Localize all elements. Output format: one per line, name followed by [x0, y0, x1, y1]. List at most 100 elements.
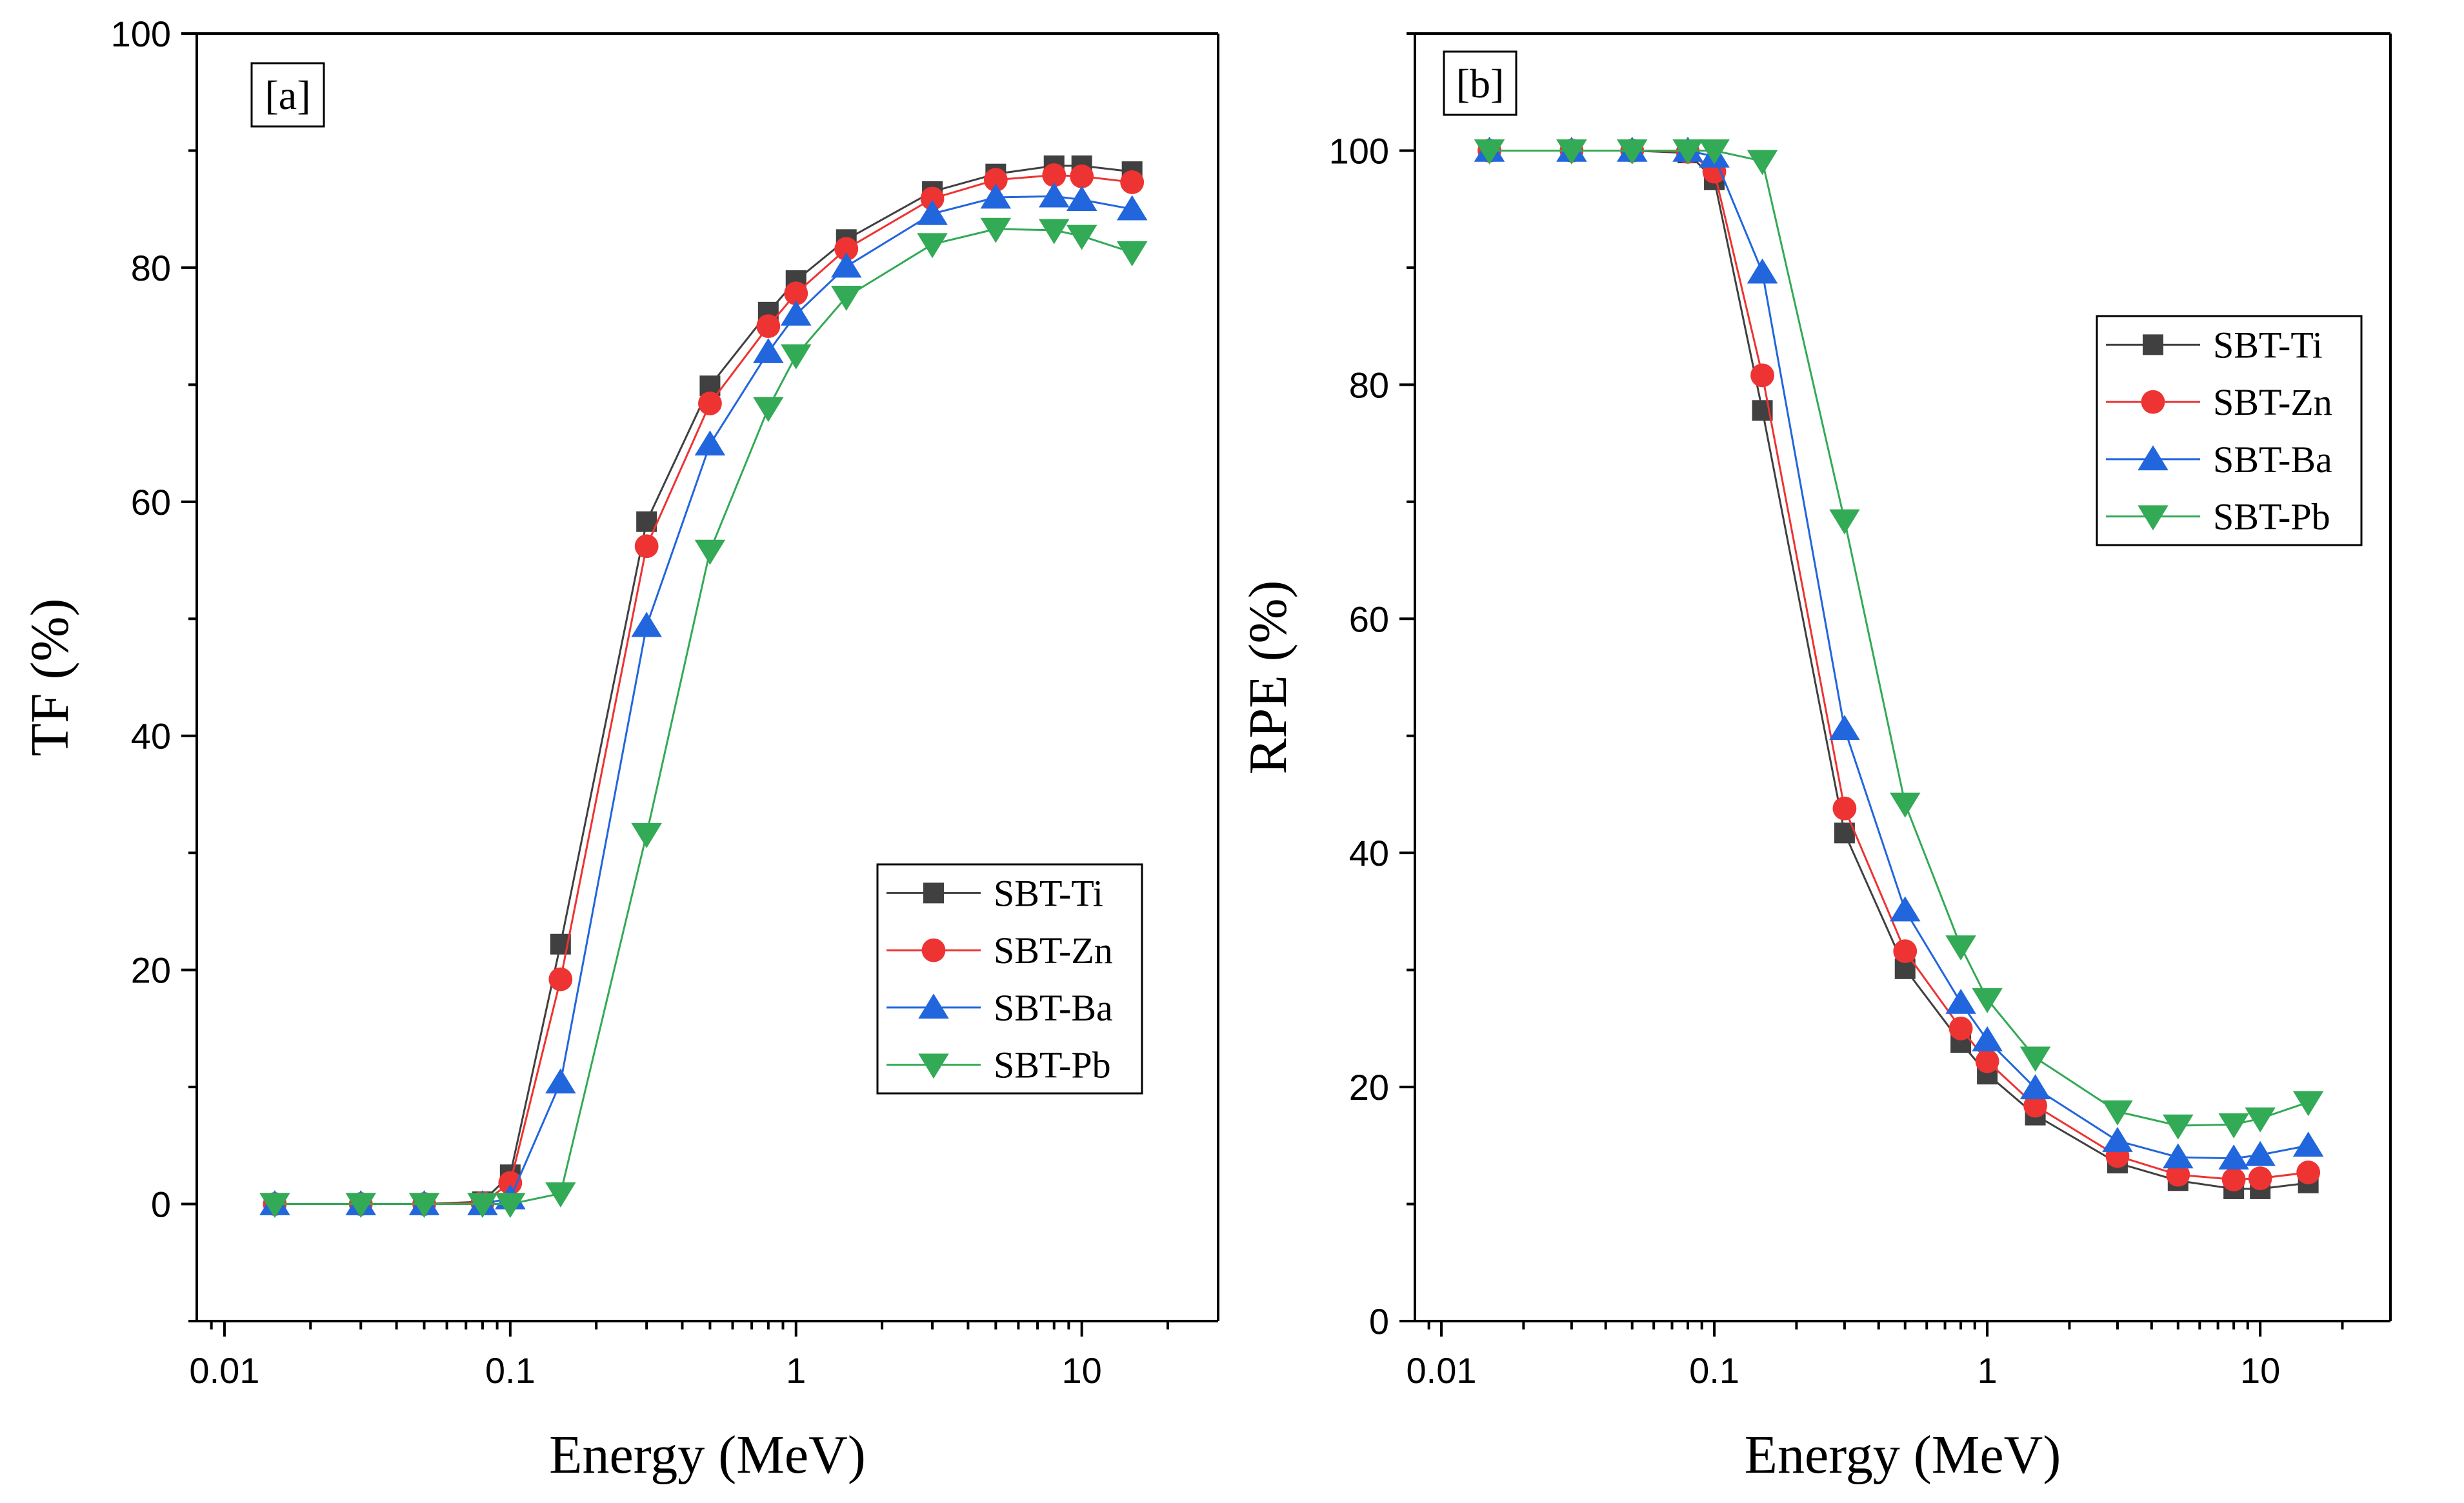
data-point: [780, 300, 812, 326]
data-point: [2163, 1114, 2194, 1140]
data-point: [345, 1193, 377, 1219]
data-point: [753, 337, 784, 363]
data-point: [1747, 150, 1778, 175]
y-tick-label: 40: [1349, 833, 1389, 873]
x-tick-label: 1: [786, 1350, 806, 1391]
data-point: [1556, 139, 1587, 165]
series-line: [1489, 149, 2309, 1180]
data-point: [830, 285, 862, 311]
legend-label: SBT-Pb: [2213, 496, 2330, 538]
legend-label: SBT-Ba: [994, 987, 1113, 1029]
data-point: [1948, 1016, 1973, 1040]
data-point: [2023, 1093, 2047, 1118]
data-point: [694, 430, 726, 456]
x-tick-label: 0.1: [485, 1350, 536, 1391]
legend: SBT-Ti SBT-Zn SBT-Ba SBT-Pb: [876, 863, 1143, 1095]
data-point: [983, 168, 1008, 192]
data-point: [498, 1171, 523, 1195]
data-point: [917, 199, 948, 225]
y-tick-label: 0: [151, 1184, 171, 1225]
legend-item: SBT-Pb: [2106, 496, 2330, 538]
data-point: [2019, 1046, 2051, 1072]
data-point: [1747, 258, 1778, 284]
data-point: [1889, 896, 1921, 922]
data-point: [1829, 509, 1860, 535]
x-tick-label: 1: [1978, 1350, 1998, 1391]
data-point: [2102, 1126, 2133, 1152]
data-point: [548, 967, 573, 991]
y-tick-label: 60: [131, 482, 171, 523]
data-point: [2292, 1131, 2324, 1157]
data-point: [1116, 195, 1148, 221]
legend-item: SBT-Pb: [886, 1044, 1111, 1086]
panel-label: [a]: [250, 62, 325, 128]
data-point: [1750, 363, 1774, 388]
data-point: [980, 217, 1012, 243]
legend-marker: [2138, 445, 2169, 471]
data-point: [1699, 139, 1730, 165]
y-tick-label: 100: [111, 14, 171, 54]
data-point: [1116, 241, 1148, 266]
series-sbt-ba: [1474, 136, 2324, 1170]
data-point: [1066, 224, 1097, 250]
data-point: [1616, 139, 1648, 165]
data-point: [780, 344, 812, 370]
data-point: [698, 391, 722, 415]
legend-item: SBT-Ti: [886, 872, 1103, 914]
legend-label: SBT-Zn: [2213, 381, 2332, 423]
legend-marker: [2138, 505, 2169, 531]
data-point: [830, 252, 862, 278]
data-point: [694, 539, 726, 565]
series-sbt-pb: [1474, 139, 2324, 1140]
legend-item: SBT-Ba: [886, 987, 1113, 1029]
legend-marker: [2141, 390, 2165, 414]
data-point: [634, 534, 659, 559]
data-point: [467, 1193, 498, 1219]
legend-marker: [918, 1053, 949, 1079]
y-axis-title: TF (%): [20, 599, 80, 757]
legend-label: SBT-Pb: [994, 1044, 1111, 1086]
data-point: [980, 183, 1012, 209]
y-tick-label: 40: [131, 716, 171, 757]
x-axis-title: Energy (MeV): [1745, 1425, 2061, 1485]
y-tick-label: 100: [1329, 130, 1389, 171]
data-point: [495, 1193, 526, 1219]
y-tick-label: 80: [131, 248, 171, 288]
legend-label: SBT-Zn: [994, 930, 1113, 971]
data-point: [1832, 796, 1857, 821]
data-point: [1120, 170, 1145, 194]
data-point: [1889, 792, 1921, 818]
data-point: [917, 233, 948, 259]
data-point: [1893, 939, 1918, 964]
series-line: [1489, 149, 2309, 1160]
data-point: [545, 1068, 576, 1094]
data-point: [784, 281, 808, 306]
data-point: [1070, 164, 1094, 188]
data-point: [920, 186, 945, 211]
series-sbt-zn: [1477, 139, 2321, 1191]
x-tick-label: 0.01: [189, 1350, 259, 1391]
x-tick-label: 0.01: [1406, 1350, 1476, 1391]
data-point: [2296, 1160, 2321, 1184]
data-point: [1829, 715, 1860, 741]
x-axis-title: Energy (MeV): [549, 1425, 866, 1485]
data-point: [1975, 1049, 1999, 1073]
data-point: [2218, 1144, 2249, 1170]
series-sbt-ti: [1479, 140, 2319, 1199]
data-point: [1972, 1026, 2003, 1051]
data-point: [1672, 139, 1703, 165]
data-point: [1038, 219, 1070, 244]
series-line: [1489, 149, 2309, 1127]
panel-label-box: [1443, 50, 1517, 116]
legend-marker: [918, 993, 949, 1019]
panel-label-box: [250, 62, 325, 128]
y-axis-title: RPE (%): [1238, 581, 1298, 775]
data-point: [1945, 988, 1976, 1014]
legend-marker: [923, 882, 944, 904]
data-point: [2221, 1168, 2246, 1191]
series-line: [274, 228, 1133, 1206]
panel-label-text: [a]: [265, 72, 310, 118]
